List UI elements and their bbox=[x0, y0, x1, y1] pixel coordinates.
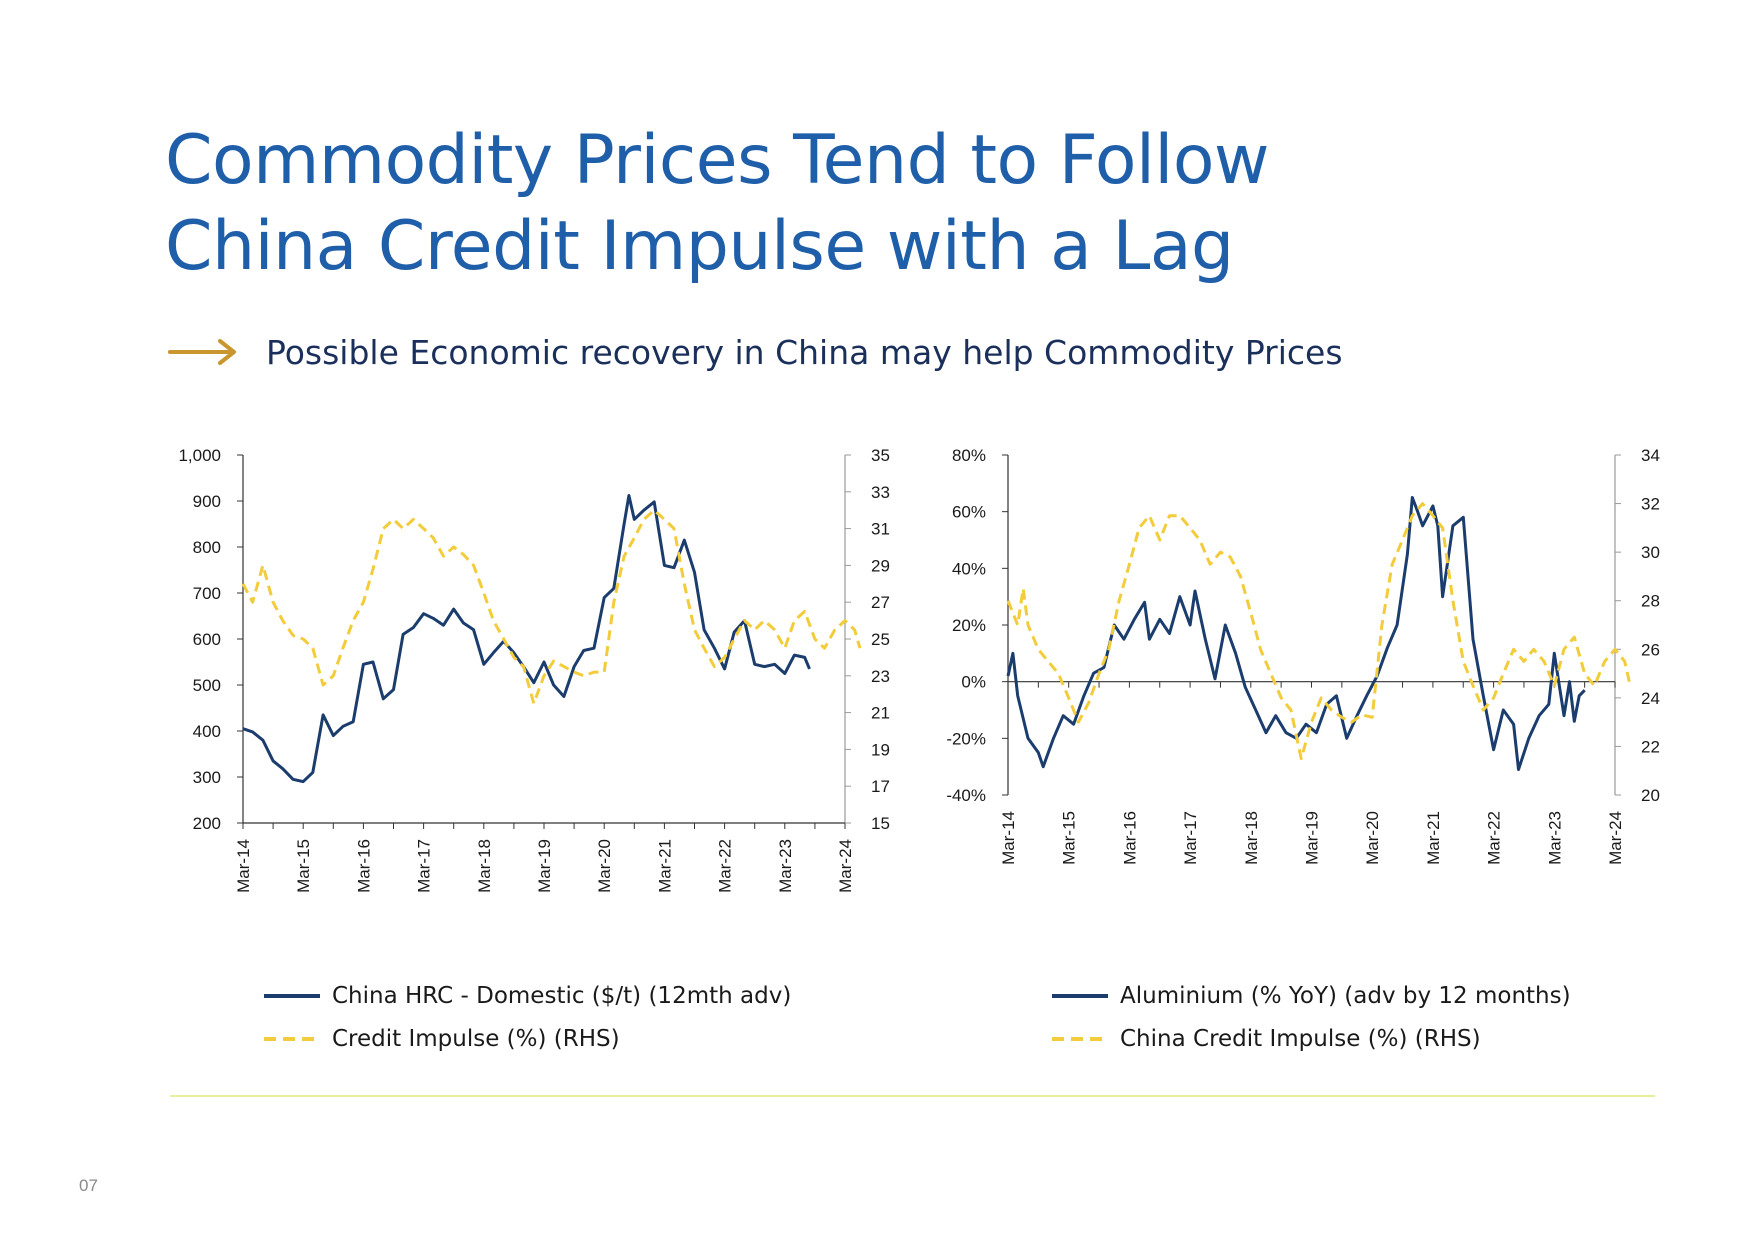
y-right-tick-label: 23 bbox=[871, 667, 890, 686]
x-tick-label: Mar-24 bbox=[836, 839, 855, 893]
y-right-tick-label: 30 bbox=[1641, 543, 1660, 562]
legend-item-aluminium: Aluminium (% YoY) (adv by 12 months) bbox=[1052, 974, 1571, 1017]
y-right-tick-label: 27 bbox=[871, 593, 890, 612]
y-left-tick-label: 200 bbox=[193, 814, 221, 833]
chart-2-legend: Aluminium (% YoY) (adv by 12 months) Chi… bbox=[1052, 974, 1571, 1060]
chart-1-legend: China HRC - Domestic ($/t) (12mth adv) C… bbox=[264, 974, 791, 1060]
subtitle-row: Possible Economic recovery in China may … bbox=[168, 330, 1343, 374]
y-left-tick-label: -40% bbox=[946, 786, 986, 805]
page-number: 07 bbox=[79, 1176, 98, 1195]
series-line-2 bbox=[241, 508, 862, 705]
y-left-tick-label: 800 bbox=[193, 538, 221, 557]
y-right-tick-label: 26 bbox=[1641, 640, 1660, 659]
x-tick-label: Mar-24 bbox=[1606, 811, 1625, 865]
y-right-tick-label: 24 bbox=[1641, 689, 1660, 708]
y-left-tick-label: 60% bbox=[952, 503, 986, 522]
solid-line-swatch-icon bbox=[264, 993, 320, 998]
page-title-line-1: Commodity Prices Tend to Follow bbox=[165, 121, 1270, 200]
series-line-1 bbox=[1006, 496, 1586, 771]
x-tick-label: Mar-19 bbox=[1303, 811, 1322, 865]
y-right-tick-label: 22 bbox=[1641, 737, 1660, 756]
y-right-tick-label: 34 bbox=[1641, 446, 1660, 465]
x-tick-label: Mar-20 bbox=[1363, 811, 1382, 865]
y-right-tick-label: 21 bbox=[871, 704, 890, 723]
y-left-tick-label: 20% bbox=[952, 616, 986, 635]
dashed-line-swatch-icon bbox=[264, 1036, 320, 1041]
legend-item-credit-impulse: Credit Impulse (%) (RHS) bbox=[264, 1017, 791, 1060]
y-right-tick-label: 15 bbox=[871, 814, 890, 833]
y-left-tick-label: 80% bbox=[952, 446, 986, 465]
y-right-tick-label: 32 bbox=[1641, 495, 1660, 514]
legend-label-aluminium: Aluminium (% YoY) (adv by 12 months) bbox=[1120, 982, 1571, 1009]
y-left-tick-label: 40% bbox=[952, 559, 986, 578]
page-title: Commodity Prices Tend to Follow China Cr… bbox=[165, 118, 1270, 290]
x-tick-label: Mar-19 bbox=[535, 839, 554, 893]
x-tick-label: Mar-20 bbox=[595, 839, 614, 893]
y-left-tick-label: 900 bbox=[193, 492, 221, 511]
legend-item-china-credit-impulse: China Credit Impulse (%) (RHS) bbox=[1052, 1017, 1571, 1060]
subtitle: Possible Economic recovery in China may … bbox=[266, 332, 1343, 372]
x-tick-label: Mar-14 bbox=[999, 811, 1018, 865]
x-tick-label: Mar-18 bbox=[475, 839, 494, 893]
series-line-2 bbox=[1006, 502, 1632, 761]
legend-label-credit-impulse: Credit Impulse (%) (RHS) bbox=[332, 1025, 620, 1052]
x-tick-label: Mar-21 bbox=[655, 839, 674, 893]
legend-item-hrc: China HRC - Domestic ($/t) (12mth adv) bbox=[264, 974, 791, 1017]
x-tick-label: Mar-14 bbox=[234, 839, 253, 893]
y-right-tick-label: 25 bbox=[871, 630, 890, 649]
y-left-tick-label: 300 bbox=[193, 768, 221, 787]
y-right-tick-label: 28 bbox=[1641, 592, 1660, 611]
x-tick-label: Mar-23 bbox=[776, 839, 795, 893]
y-left-tick-label: 400 bbox=[193, 722, 221, 741]
arrow-right-icon bbox=[168, 339, 236, 365]
chart-2: -40% -20% 0% 20% 40% 60% 80% 20 22 24 26 28 30 32 34 Ma… bbox=[946, 446, 1660, 865]
series-line-1 bbox=[242, 494, 811, 784]
y-left-tick-label: 0% bbox=[961, 673, 986, 692]
x-tick-label: Mar-22 bbox=[1485, 811, 1504, 865]
y-right-tick-label: 20 bbox=[1641, 786, 1660, 805]
x-tick-label: Mar-16 bbox=[1120, 811, 1139, 865]
x-tick-label: Mar-17 bbox=[1181, 811, 1200, 865]
x-tick-label: Mar-22 bbox=[716, 839, 735, 893]
legend-label-china-credit-impulse: China Credit Impulse (%) (RHS) bbox=[1120, 1025, 1481, 1052]
y-right-tick-label: 19 bbox=[871, 740, 890, 759]
y-right-tick-label: 31 bbox=[871, 520, 890, 539]
x-tick-label: Mar-23 bbox=[1545, 811, 1564, 865]
y-right-tick-label: 17 bbox=[871, 777, 890, 796]
x-tick-label: Mar-17 bbox=[415, 839, 434, 893]
y-left-tick-label: 1,000 bbox=[178, 446, 221, 465]
x-tick-label: Mar-16 bbox=[354, 839, 373, 893]
y-right-tick-label: 35 bbox=[871, 446, 890, 465]
dashed-line-swatch-icon bbox=[1052, 1036, 1108, 1041]
page-title-line-2: China Credit Impulse with a Lag bbox=[165, 207, 1234, 286]
footer-rule bbox=[170, 1095, 1655, 1097]
legend-label-hrc: China HRC - Domestic ($/t) (12mth adv) bbox=[332, 982, 792, 1009]
y-left-tick-label: 700 bbox=[193, 584, 221, 603]
x-tick-label: Mar-18 bbox=[1242, 811, 1261, 865]
y-right-tick-label: 33 bbox=[871, 483, 890, 502]
y-left-tick-label: -20% bbox=[946, 729, 986, 748]
y-right-tick-label: 29 bbox=[871, 556, 890, 575]
x-tick-label: Mar-15 bbox=[1060, 811, 1079, 865]
y-left-tick-label: 500 bbox=[193, 676, 221, 695]
x-tick-label: Mar-21 bbox=[1424, 811, 1443, 865]
x-tick-label: Mar-15 bbox=[294, 839, 313, 893]
solid-line-swatch-icon bbox=[1052, 993, 1108, 998]
y-left-tick-label: 600 bbox=[193, 630, 221, 649]
chart-1: 200 300 400 500 600 700 800 900 1,000 15 17 19 21 23 2… bbox=[178, 446, 889, 893]
